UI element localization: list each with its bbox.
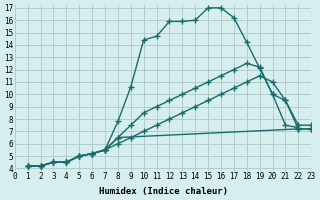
X-axis label: Humidex (Indice chaleur): Humidex (Indice chaleur) bbox=[99, 187, 228, 196]
